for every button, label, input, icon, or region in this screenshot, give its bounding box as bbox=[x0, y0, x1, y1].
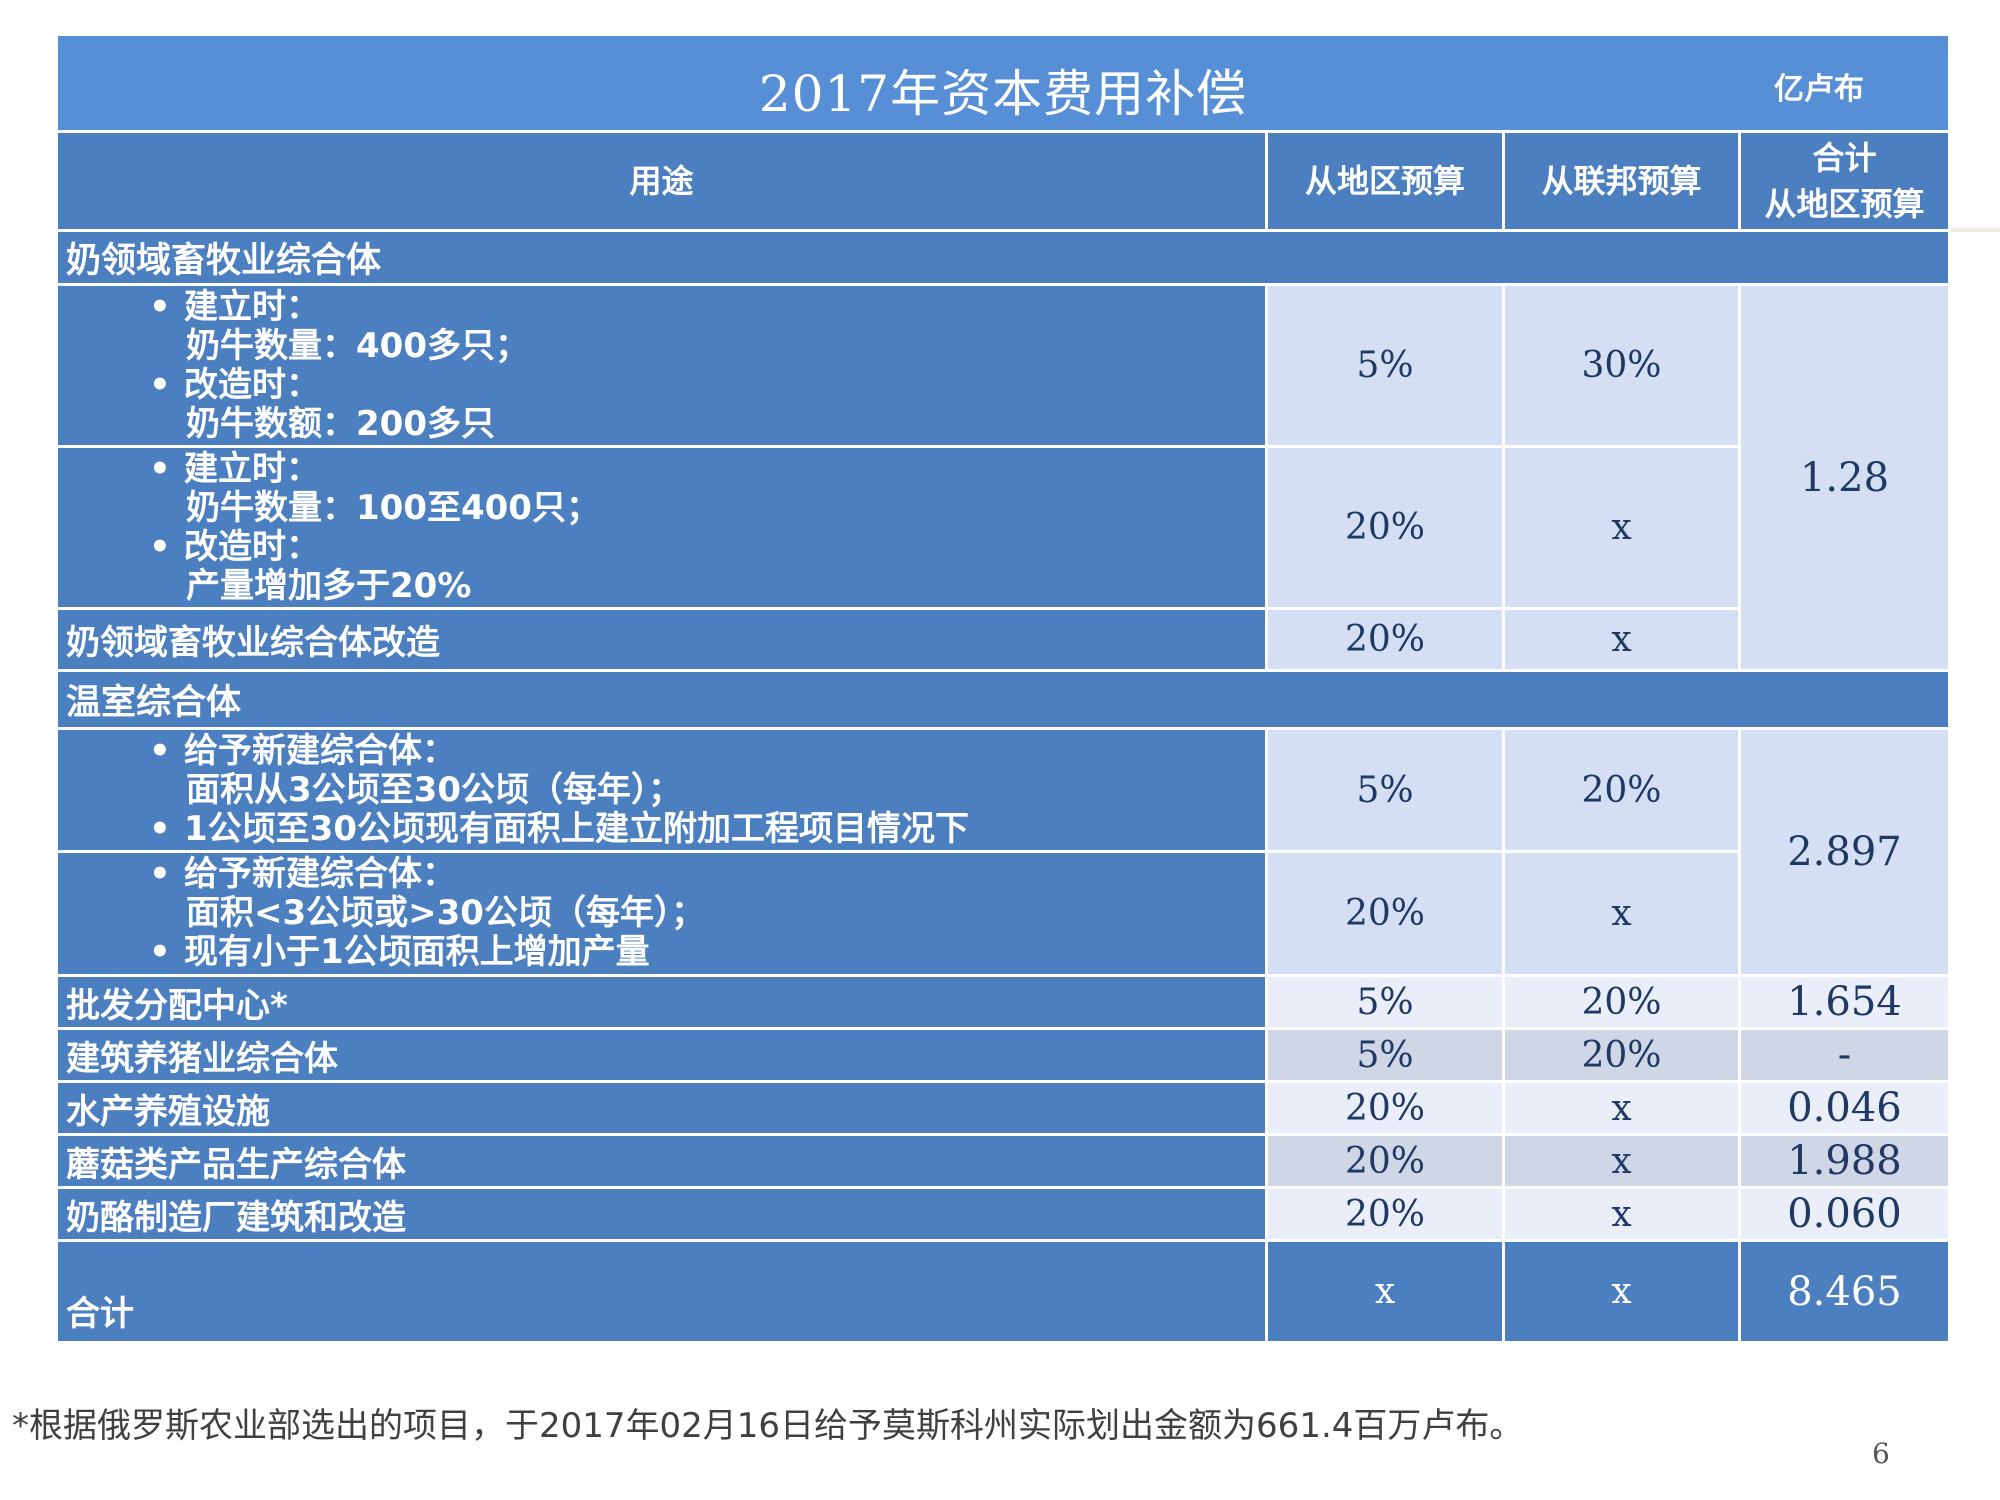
green2-regional: 20% bbox=[1265, 850, 1505, 977]
header-total-line1: 合计 bbox=[1812, 139, 1877, 177]
green1-regional: 5% bbox=[1265, 727, 1505, 853]
header-federal: 从联邦预算 bbox=[1502, 130, 1741, 232]
dairy1-federal: 30% bbox=[1502, 283, 1741, 448]
sum-total: 8.465 bbox=[1738, 1239, 1951, 1344]
edge-decoration bbox=[1950, 228, 2000, 232]
pig-label: 建筑养猪业综合体 bbox=[55, 1027, 1268, 1083]
bullet-dot: • bbox=[149, 730, 171, 771]
table-row: 合计 x x 8.465 bbox=[55, 1239, 1951, 1344]
compensation-table: 2017年资本费用补偿 亿卢布 用途 从地区预算 从联邦预算 合计 从地区预算 … bbox=[55, 33, 1951, 1344]
green1-bullet2: 1公顷至30公顷现有面积上建立附加工程项目情况下 bbox=[184, 808, 969, 849]
green2-bullet2: 现有小于1公顷面积上增加产量 bbox=[184, 932, 650, 972]
green1-label: • 给予新建综合体： 面积从3公顷至30公顷（每年）； • 1公顷至30公顷现有面积上… bbox=[55, 727, 1268, 853]
green2-federal: x bbox=[1502, 850, 1741, 977]
pig-total: - bbox=[1738, 1027, 1951, 1083]
pig-federal: 20% bbox=[1502, 1027, 1741, 1083]
page-number: 6 bbox=[1872, 1437, 1890, 1470]
sum-label: 合计 bbox=[55, 1239, 1268, 1344]
aqua-federal: x bbox=[1502, 1080, 1741, 1136]
dairy2-label: • 建立时： 奶牛数量：100至400只； • 改造时： 产量增加多于20% bbox=[55, 445, 1268, 610]
aqua-label: 水产养殖设施 bbox=[55, 1080, 1268, 1136]
table-row: 奶酪制造厂建筑和改造 20% x 0.060 bbox=[55, 1186, 1951, 1242]
bullet-dot: • bbox=[149, 448, 171, 489]
green1-bullet1-detail: 面积从3公顷至30公顷（每年）； bbox=[186, 769, 682, 810]
aqua-total: 0.046 bbox=[1738, 1080, 1951, 1136]
unit-label: 亿卢布 bbox=[1774, 72, 1864, 107]
table-title: 2017年资本费用补偿 bbox=[758, 65, 1248, 123]
dairy2-bullet1: 建立时： bbox=[184, 448, 320, 489]
bullet-dot: • bbox=[149, 526, 171, 567]
cheese-label: 奶酪制造厂建筑和改造 bbox=[55, 1186, 1268, 1242]
header-total: 合计 从地区预算 bbox=[1738, 130, 1951, 232]
dairy3-federal: x bbox=[1502, 607, 1741, 672]
header-purpose: 用途 bbox=[55, 130, 1268, 232]
green1-federal: 20% bbox=[1502, 727, 1741, 853]
section-greenhouse: 温室综合体 bbox=[55, 669, 1951, 730]
dairy2-bullet2-detail: 产量增加多于20% bbox=[186, 565, 472, 606]
dairy1-regional: 5% bbox=[1265, 283, 1505, 448]
dairy1-label: • 建立时： 奶牛数量：400多只； • 改造时： 奶牛数额：200多只 bbox=[55, 283, 1268, 448]
mushroom-federal: x bbox=[1502, 1133, 1741, 1189]
section-dairy-row: 奶领域畜牧业综合体 bbox=[55, 229, 1951, 286]
dairy2-regional: 20% bbox=[1265, 445, 1505, 610]
wholesale-label: 批发分配中心* bbox=[55, 974, 1268, 1030]
footnote: *根据俄罗斯农业部选出的项目，于2017年02月16日给予莫斯科州实际划出金额为… bbox=[12, 1406, 1524, 1446]
bullet-dot: • bbox=[149, 364, 171, 405]
bullet-dot: • bbox=[149, 932, 171, 972]
aqua-regional: 20% bbox=[1265, 1080, 1505, 1136]
dairy1-bullet1-detail: 奶牛数量：400多只； bbox=[186, 325, 529, 366]
table-row: • 建立时： 奶牛数量：100至400只； • 改造时： 产量增加多于20% 20% x bbox=[55, 445, 1950, 610]
bullet-dot: • bbox=[149, 854, 171, 894]
mushroom-regional: 20% bbox=[1265, 1133, 1505, 1189]
wholesale-federal: 20% bbox=[1502, 974, 1741, 1030]
table-row: 奶领域畜牧业综合体改造 20% x bbox=[55, 607, 1950, 672]
greenhouse-total: 2.897 bbox=[1738, 727, 1951, 977]
wholesale-regional: 5% bbox=[1265, 974, 1505, 1030]
dairy2-federal: x bbox=[1502, 445, 1741, 610]
cheese-federal: x bbox=[1502, 1186, 1741, 1242]
green2-bullet1: 给予新建综合体： bbox=[184, 854, 456, 894]
bullet-dot: • bbox=[149, 286, 171, 327]
dairy2-bullet1-detail: 奶牛数量：100至400只； bbox=[186, 487, 600, 528]
pig-regional: 5% bbox=[1265, 1027, 1505, 1083]
bullet-dot: • bbox=[149, 808, 171, 849]
table-row: • 给予新建综合体： 面积<3公顷或>30公顷（每年）； • 现有小于1公顷面积上增加… bbox=[55, 850, 1950, 977]
section-greenhouse-row: 温室综合体 bbox=[55, 669, 1951, 730]
mushroom-label: 蘑菇类产品生产综合体 bbox=[55, 1133, 1268, 1189]
dairy3-label: 奶领域畜牧业综合体改造 bbox=[55, 607, 1268, 672]
wholesale-total: 1.654 bbox=[1738, 974, 1951, 1030]
header-row: 用途 从地区预算 从联邦预算 合计 从地区预算 bbox=[55, 130, 1951, 232]
title-cell: 2017年资本费用补偿 亿卢布 bbox=[55, 33, 1951, 133]
dairy1-bullet2: 改造时： bbox=[184, 364, 320, 405]
dairy-total: 1.28 bbox=[1738, 283, 1951, 672]
header-regional: 从地区预算 bbox=[1265, 130, 1505, 232]
sum-federal: x bbox=[1502, 1239, 1741, 1344]
mushroom-total: 1.988 bbox=[1738, 1133, 1951, 1189]
dairy3-regional: 20% bbox=[1265, 607, 1505, 672]
table-row: 蘑菇类产品生产综合体 20% x 1.988 bbox=[55, 1133, 1951, 1189]
green1-bullet1: 给予新建综合体： bbox=[184, 730, 456, 771]
sum-regional: x bbox=[1265, 1239, 1505, 1344]
section-dairy: 奶领域畜牧业综合体 bbox=[55, 229, 1951, 286]
table-row: 批发分配中心* 5% 20% 1.654 bbox=[55, 974, 1951, 1030]
title-row: 2017年资本费用补偿 亿卢布 bbox=[55, 33, 1951, 133]
dairy1-bullet2-detail: 奶牛数额：200多只 bbox=[186, 403, 495, 444]
cheese-total: 0.060 bbox=[1738, 1186, 1951, 1242]
header-total-line2: 从地区预算 bbox=[1764, 185, 1925, 223]
cheese-regional: 20% bbox=[1265, 1186, 1505, 1242]
table-row: • 给予新建综合体： 面积从3公顷至30公顷（每年）； • 1公顷至30公顷现有面积上… bbox=[55, 727, 1951, 977]
table-row: • 建立时： 奶牛数量：400多只； • 改造时： 奶牛数额：200多只 5% 30% … bbox=[55, 283, 1951, 672]
dairy1-bullet1: 建立时： bbox=[184, 286, 320, 327]
green2-bullet1-detail: 面积<3公顷或>30公顷（每年）； bbox=[186, 893, 705, 933]
table-row: 建筑养猪业综合体 5% 20% - bbox=[55, 1027, 1951, 1083]
dairy2-bullet2: 改造时： bbox=[184, 526, 320, 567]
table-row: 水产养殖设施 20% x 0.046 bbox=[55, 1080, 1951, 1136]
green2-label: • 给予新建综合体： 面积<3公顷或>30公顷（每年）； • 现有小于1公顷面积上增加… bbox=[55, 850, 1268, 977]
